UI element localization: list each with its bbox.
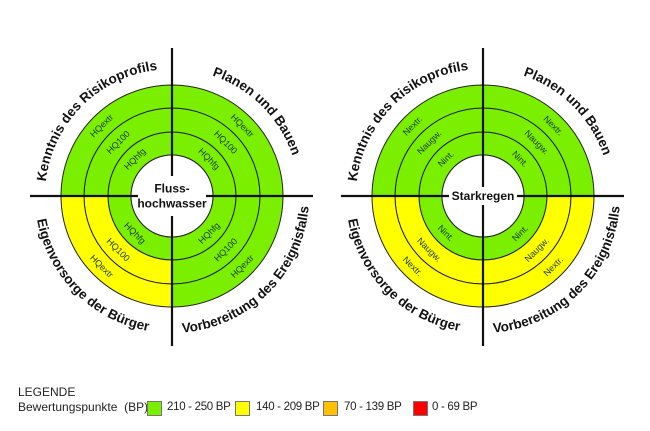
center-label: Fluss- bbox=[154, 182, 189, 196]
legend-swatch-green bbox=[147, 401, 162, 416]
center-label: hochwasser bbox=[137, 197, 207, 211]
diagram-flusshochwasser: HQhfgHQ100HQextrHQhfgHQ100HQextrHQhfgHQ1… bbox=[30, 48, 313, 346]
legend-swatch-yellow bbox=[235, 401, 250, 416]
legend-subtitle: Bewertungspunkte (BP) bbox=[18, 400, 149, 414]
legend-swatch-orange bbox=[323, 401, 338, 416]
legend-label: 140 - 209 BP bbox=[256, 401, 320, 413]
legend-swatch-red bbox=[413, 401, 428, 416]
center-label: Starkregen bbox=[452, 189, 515, 203]
legend-label: 0 - 69 BP bbox=[432, 401, 478, 413]
legend-title: LEGENDE bbox=[18, 385, 76, 399]
diagram-starkregen: Nint.Naugw.Nextr.Nint.Naugw.Nextr.Nint.N… bbox=[341, 48, 624, 346]
legend-label: 70 - 139 BP bbox=[344, 401, 402, 413]
legend: LEGENDE Bewertungspunkte (BP) bbox=[18, 385, 148, 415]
legend-label: 210 - 250 BP bbox=[167, 401, 231, 413]
